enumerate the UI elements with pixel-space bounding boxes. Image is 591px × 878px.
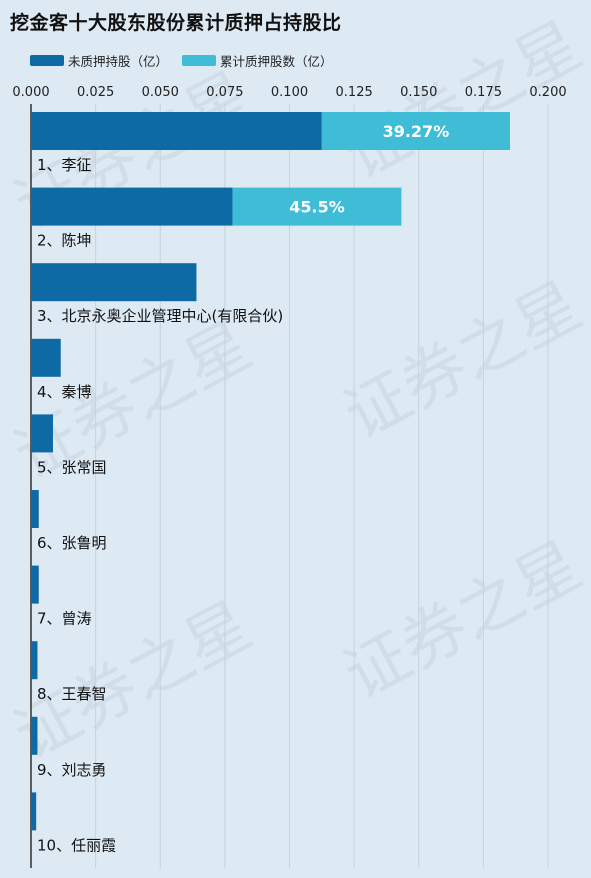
x-tick-label: 0.100 (271, 85, 308, 100)
bar-unpledged (31, 490, 39, 528)
legend-swatch-pledged (182, 55, 217, 66)
legend-label-unpledged: 未质押持股（亿） (68, 54, 169, 69)
bar-pledged (321, 112, 511, 150)
x-tick-label: 0.175 (465, 85, 502, 100)
bar-unpledged (31, 641, 38, 680)
category-label: 1、李征 (37, 156, 92, 174)
watermark-4: 证券之星 (333, 269, 591, 455)
category-label: 2、陈坤 (37, 232, 92, 250)
category-label: 10、任丽霞 (37, 836, 116, 854)
x-tick-label: 0.050 (142, 85, 179, 100)
legend-swatch-unpledged (30, 55, 64, 66)
legend-item-pledged[interactable]: 累计质押股数（亿） (182, 51, 333, 70)
bar-unpledged (31, 716, 38, 755)
x-tick-label: 0.000 (12, 85, 49, 100)
bar-unpledged (31, 338, 61, 377)
bar-unpledged (31, 414, 53, 453)
category-label: 9、刘志勇 (37, 761, 107, 779)
legend-item-unpledged[interactable]: 未质押持股（亿） (30, 51, 168, 70)
category-label: 8、王春智 (37, 685, 107, 703)
bar-pledged (232, 187, 402, 226)
category-label: 4、秦博 (37, 383, 92, 401)
category-label: 7、曾涛 (37, 610, 92, 628)
legend: 未质押持股（亿） 累计质押股数（亿） (30, 51, 347, 70)
watermark-5: 证券之星 (333, 529, 591, 715)
category-label: 3、北京永奥企业管理中心(有限合伙) (37, 307, 283, 325)
x-tick-label: 0.200 (529, 85, 566, 100)
bar-unpledged (31, 792, 37, 831)
data-label: 39.27% (383, 122, 450, 141)
legend-label-pledged: 累计质押股数（亿） (220, 54, 333, 69)
x-tick-label: 0.075 (206, 85, 243, 100)
bar-unpledged (31, 565, 39, 604)
x-tick-label: 0.025 (77, 85, 114, 100)
category-label: 5、张常国 (37, 458, 107, 476)
watermark-3: 证券之星 (333, 9, 591, 195)
x-tick-label: 0.150 (400, 85, 437, 100)
data-label: 45.5% (289, 198, 345, 217)
bar-unpledged (31, 263, 197, 302)
category-label: 6、张鲁明 (37, 534, 107, 552)
bar-unpledged (31, 112, 322, 150)
bar-unpledged (31, 187, 233, 226)
x-tick-label: 0.125 (336, 85, 373, 100)
chart-title: 挖金客十大股东股份累计质押占持股比 (10, 12, 342, 34)
